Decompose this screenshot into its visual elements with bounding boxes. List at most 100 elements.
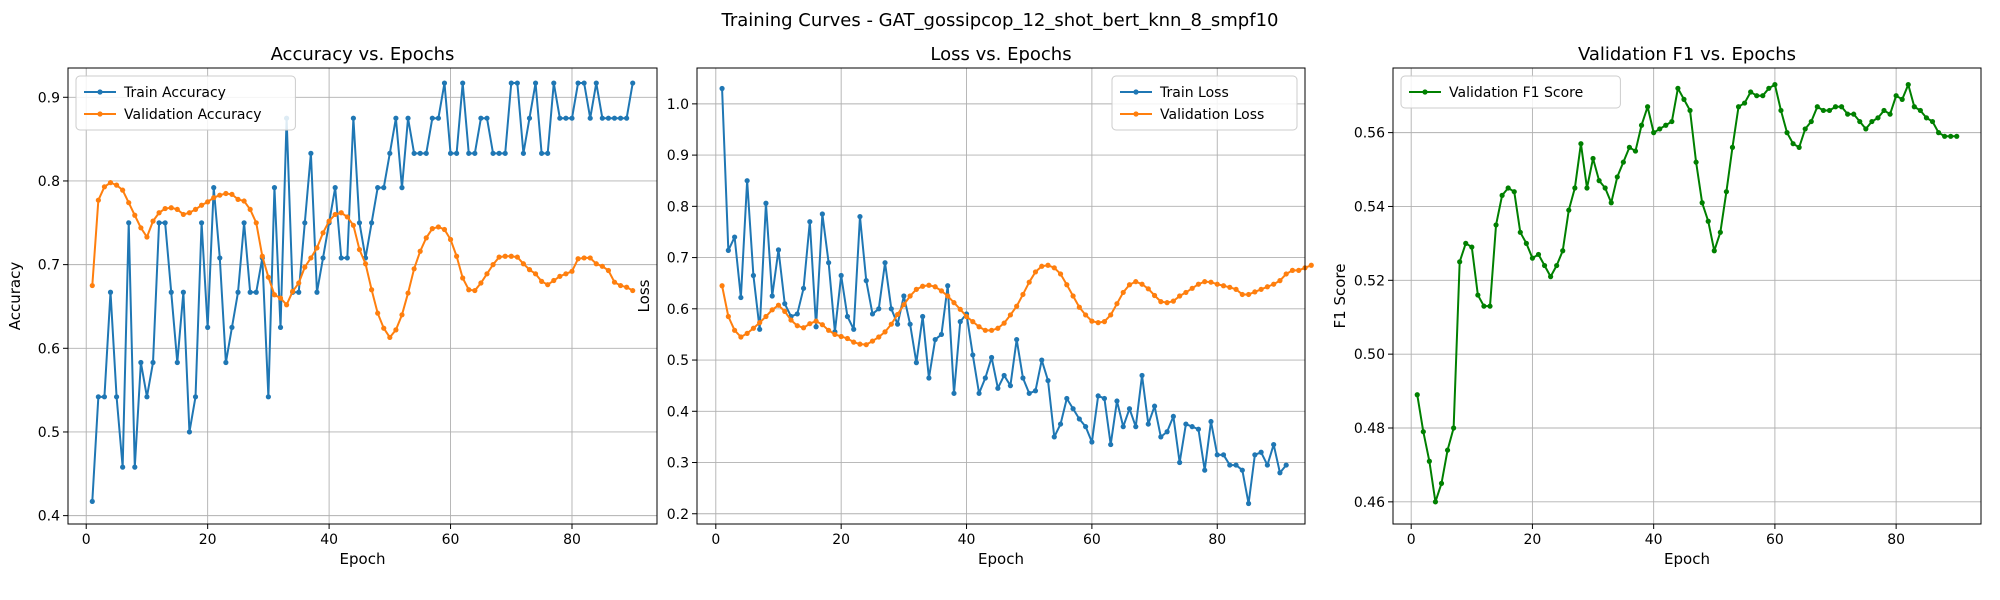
f1-y-axis-label: F1 Score bbox=[1331, 264, 1349, 329]
loss-series-1-point-68 bbox=[1139, 281, 1145, 287]
f1-series-0-point-44 bbox=[1675, 85, 1681, 91]
loss-series-1-point-67 bbox=[1133, 279, 1139, 285]
f1-series-0-point-25 bbox=[1560, 248, 1566, 254]
f1-series-0-point-30 bbox=[1590, 155, 1596, 162]
accuracy-series-1-point-54 bbox=[411, 266, 417, 272]
loss-series-1-point-58 bbox=[1076, 304, 1082, 310]
accuracy-series-1-point-45 bbox=[356, 246, 363, 253]
accuracy-series-0-point-49 bbox=[381, 185, 387, 191]
loss-series-0-point-79 bbox=[1208, 418, 1214, 425]
f1-xtick-label-4: 80 bbox=[1887, 532, 1905, 548]
f1-series-0-point-75 bbox=[1863, 126, 1869, 132]
accuracy-series-1-point-9 bbox=[138, 225, 144, 231]
loss-series-1-point-49 bbox=[1020, 291, 1026, 298]
loss-series-1-point-81 bbox=[1220, 283, 1227, 289]
loss-series-0-point-91 bbox=[1283, 462, 1289, 468]
loss-series-1-point-50 bbox=[1026, 279, 1032, 285]
accuracy-series-1-point-18 bbox=[192, 206, 199, 213]
accuracy-series-0-point-16 bbox=[180, 289, 186, 295]
accuracy-series-0-point-35 bbox=[296, 289, 302, 295]
accuracy-series-1-point-89 bbox=[624, 284, 630, 290]
f1-series-0-point-43 bbox=[1669, 118, 1675, 125]
accuracy-series-1-point-85 bbox=[599, 263, 605, 269]
loss-series-0-point-53 bbox=[1045, 377, 1051, 384]
f1-series-0-point-48 bbox=[1699, 200, 1705, 206]
accuracy-legend-label-1: Validation Accuracy bbox=[124, 107, 262, 123]
accuracy-series-1-point-51 bbox=[393, 327, 399, 333]
accuracy-series-1-point-12 bbox=[156, 210, 162, 216]
f1-series-0-point-11 bbox=[1475, 292, 1481, 298]
f1-legend-box bbox=[1400, 75, 1621, 109]
accuracy-series-0-point-55 bbox=[417, 150, 423, 156]
accuracy-series-1-point-63 bbox=[466, 287, 472, 293]
accuracy-series-0-point-62 bbox=[460, 80, 466, 86]
accuracy-series-0-point-37 bbox=[308, 150, 314, 156]
accuracy-series-1-point-73 bbox=[526, 267, 533, 273]
loss-legend-label-1: Validation Loss bbox=[1160, 107, 1264, 123]
f1-series-0-point-27 bbox=[1572, 185, 1578, 191]
f1-series-0-point-74 bbox=[1857, 118, 1863, 125]
loss-series-0-point-84 bbox=[1239, 467, 1245, 473]
loss-series-0-point-15 bbox=[807, 219, 813, 225]
loss-series-0-point-43 bbox=[982, 375, 988, 381]
loss-series-1-point-62 bbox=[1101, 319, 1108, 325]
accuracy-series-1-point-31 bbox=[271, 292, 278, 298]
accuracy-series-1-point-39 bbox=[320, 230, 326, 236]
accuracy-series-0-point-70 bbox=[508, 80, 514, 86]
accuracy-series-1-point-81 bbox=[575, 256, 581, 262]
accuracy-series-0-point-65 bbox=[478, 115, 484, 121]
f1-series-0-point-12 bbox=[1481, 303, 1487, 309]
loss-series-0-point-61 bbox=[1095, 393, 1101, 399]
f1-xtick-label-2: 40 bbox=[1645, 532, 1663, 548]
f1-series-0-point-70 bbox=[1832, 104, 1839, 110]
accuracy-series-0-point-9 bbox=[138, 359, 144, 366]
loss-series-1-point-61 bbox=[1095, 320, 1101, 326]
loss-series-1-point-38 bbox=[951, 300, 957, 306]
accuracy-series-0-point-8 bbox=[132, 464, 138, 470]
accuracy-series-0-point-57 bbox=[429, 115, 435, 121]
loss-series-1-point-39 bbox=[957, 306, 963, 312]
accuracy-series-0-point-23 bbox=[223, 359, 229, 366]
f1-series-0-point-31 bbox=[1596, 178, 1602, 184]
loss-chart-title: Loss vs. Epochs bbox=[930, 44, 1071, 65]
f1-series-0-point-40 bbox=[1651, 130, 1657, 136]
f1-series-0-point-7 bbox=[1451, 425, 1457, 431]
loss-series-1-point-26 bbox=[876, 334, 882, 340]
accuracy-series-0-point-1 bbox=[89, 498, 95, 505]
loss-series-0-point-42 bbox=[976, 390, 982, 396]
loss-series-0-point-25 bbox=[869, 311, 876, 317]
accuracy-series-1-point-27 bbox=[247, 206, 253, 213]
f1-series-0-point-5 bbox=[1438, 480, 1445, 486]
f1-xtick-label-0: 0 bbox=[1407, 532, 1416, 548]
loss-chart: 0 20 40 60 80 0.2 0.3 0.4 0.5 0.6 0.7 0.8 0.9 1.0 Loss… bbox=[635, 44, 1314, 568]
loss-series-1-point-46 bbox=[1001, 320, 1007, 326]
loss-series-1-point-10 bbox=[775, 302, 782, 308]
loss-series-0-point-30 bbox=[901, 293, 907, 299]
loss-series-1-point-47 bbox=[1007, 312, 1014, 318]
accuracy-series-1-point-49 bbox=[381, 325, 387, 331]
f1-series-0-point-8 bbox=[1457, 259, 1463, 265]
loss-series-0-point-23 bbox=[857, 213, 863, 220]
accuracy-xtick-label-2: 40 bbox=[320, 532, 338, 548]
loss-series-0-point-2 bbox=[725, 247, 731, 253]
f1-series-0-point-86 bbox=[1929, 118, 1936, 125]
accuracy-series-0-point-76 bbox=[545, 150, 551, 156]
accuracy-series-1-point-78 bbox=[557, 273, 563, 279]
loss-series-1-point-56 bbox=[1064, 282, 1070, 288]
f1-series-0-point-17 bbox=[1511, 189, 1517, 195]
f1-series-0-point-49 bbox=[1705, 218, 1711, 224]
loss-series-1-point-53 bbox=[1045, 262, 1051, 268]
loss-series-0-point-47 bbox=[1007, 383, 1014, 389]
f1-series-0-point-90 bbox=[1954, 133, 1960, 139]
loss-series-1-point-79 bbox=[1208, 279, 1214, 285]
loss-series-1-point-8 bbox=[763, 313, 769, 320]
loss-series-1-point-80 bbox=[1214, 281, 1220, 287]
accuracy-series-1-point-76 bbox=[545, 282, 551, 288]
loss-series-0-point-55 bbox=[1057, 421, 1064, 427]
accuracy-series-1-point-24 bbox=[229, 191, 235, 197]
accuracy-series-1-point-55 bbox=[417, 248, 423, 254]
f1-series-0-point-16 bbox=[1505, 185, 1511, 191]
loss-series-1-point-27 bbox=[882, 329, 888, 335]
loss-series-0-point-86 bbox=[1252, 452, 1258, 458]
